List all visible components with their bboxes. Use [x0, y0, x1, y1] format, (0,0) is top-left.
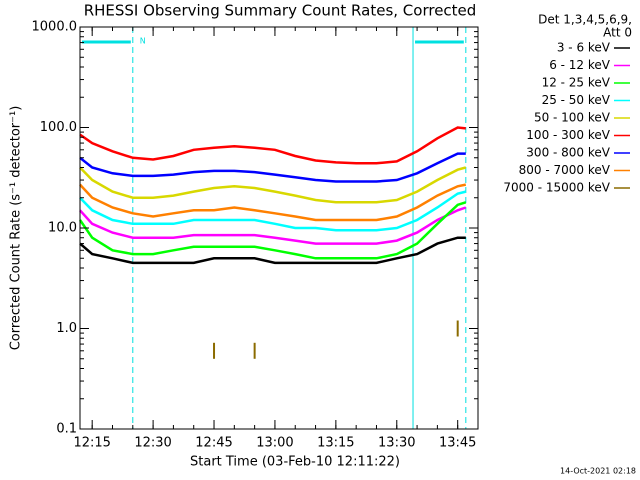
x-tick-label: 12:15	[73, 436, 110, 451]
series-line	[79, 183, 467, 222]
y-tick-label: 0.1	[56, 422, 77, 437]
legend-label: 50 - 100 keV	[534, 111, 611, 125]
legend-label: 25 - 50 keV	[542, 93, 611, 107]
x-tick-label: 13:00	[256, 436, 293, 451]
series-line	[79, 236, 466, 265]
x-tick-label: 13:45	[439, 436, 476, 451]
legend-title: Att 0	[603, 26, 632, 40]
y-tick-label: 1.0	[56, 321, 77, 336]
series-line	[79, 206, 467, 245]
legend-label: 300 - 800 keV	[526, 146, 610, 160]
series-line	[78, 201, 467, 260]
x-tick-label: 12:30	[134, 436, 171, 451]
x-tick-label: 13:15	[317, 436, 354, 451]
series-line	[79, 126, 466, 165]
series-line	[79, 152, 466, 183]
legend-label: 800 - 7000 keV	[519, 163, 611, 177]
y-tick-label: 1000.0	[32, 20, 78, 35]
footer: 14-Oct-2021 02:18	[560, 467, 636, 476]
legend-label: 6 - 12 keV	[549, 58, 611, 72]
legend-label: 7000 - 15000 keV	[503, 181, 610, 195]
x-tick-label: 12:45	[195, 436, 232, 451]
chart-title: RHESSI Observing Summary Count Rates, Co…	[84, 2, 477, 20]
legend-label: 3 - 6 keV	[557, 41, 611, 55]
legend-label: 100 - 300 keV	[526, 128, 610, 142]
x-tick-label: 13:30	[378, 436, 415, 451]
y-tick-label: 10.0	[48, 221, 77, 236]
series-line	[79, 190, 467, 232]
y-tick-label: 100.0	[40, 120, 77, 135]
series-line	[79, 166, 467, 204]
legend-title: Det 1,3,4,5,6,9,	[538, 13, 632, 27]
night-label: N	[140, 37, 146, 46]
y-axis-label: Corrected Count Rate (s⁻¹ detector⁻¹)	[9, 106, 24, 351]
legend-label: 12 - 25 keV	[542, 76, 611, 90]
x-axis-label: Start Time (03-Feb-10 12:11:22)	[190, 455, 400, 470]
